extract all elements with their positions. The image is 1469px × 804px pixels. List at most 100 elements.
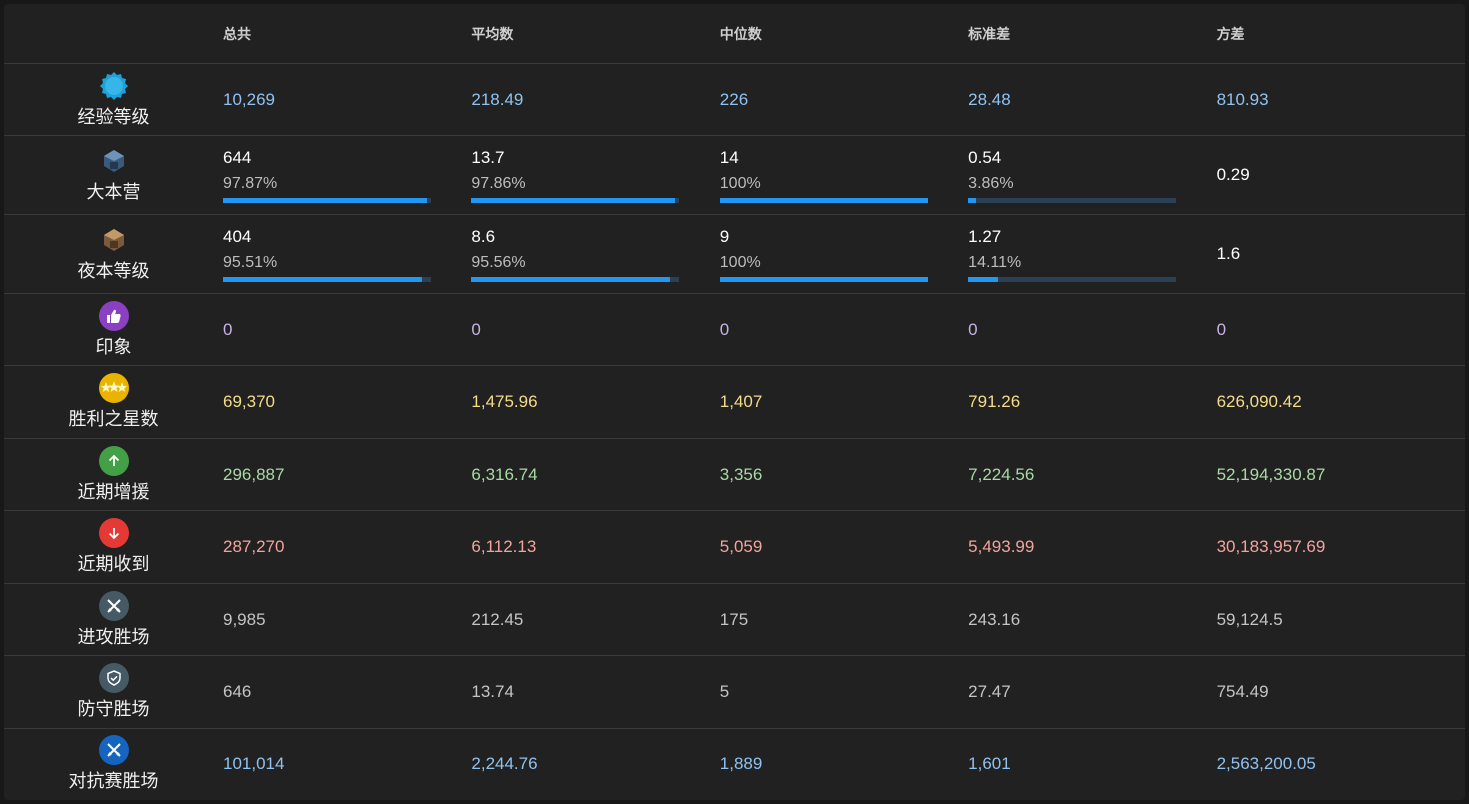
cell-value: 1,601	[968, 753, 1011, 773]
header-variance[interactable]: 方差	[1216, 4, 1465, 64]
cell-value: 404	[223, 226, 252, 246]
cell-median: 1,407	[719, 365, 969, 439]
cell-value: 0	[1216, 319, 1227, 339]
table-row: 胜利之星数 69,370 1,475.96 1,407 791.26 626,090.42	[4, 365, 1465, 439]
stats-panel: 总共 平均数 中位数 标准差 方差 经验等级 10,269 218.49 226 28.…	[4, 4, 1465, 800]
cell-value: 5,493.99	[968, 537, 1035, 556]
progress-bar-fill	[471, 276, 671, 282]
cell-value: 13.74	[471, 682, 514, 701]
row-label-cell: 胜利之星数	[4, 365, 223, 439]
cell-value: 218.49	[471, 89, 524, 109]
cell-percent: 95.56%	[471, 253, 526, 271]
progress-bar-fill	[719, 197, 928, 203]
cell-value: 0.54	[968, 147, 1002, 167]
cell-stddev: 243.16	[968, 583, 1217, 656]
row-label: 进攻胜场	[77, 626, 150, 647]
cell-stddev: 5,493.99	[968, 510, 1217, 584]
row-label-cell: 经验等级	[4, 63, 223, 136]
progress-bar-fill	[719, 276, 928, 282]
header-median[interactable]: 中位数	[719, 4, 969, 64]
cell-variance: 754.49	[1216, 655, 1465, 729]
table-row: 近期收到 287,270 6,112.13 5,059 5,493.99 30,183,9…	[4, 510, 1465, 584]
war-stars-icon	[98, 373, 129, 403]
header-total[interactable]: 总共	[223, 4, 472, 64]
table-row: 防守胜场 646 13.74 5 27.47 754.49	[4, 655, 1465, 729]
cell-value: 175	[719, 609, 749, 629]
cell-total: 101,014	[223, 729, 471, 799]
progress-bar	[968, 276, 1177, 282]
cell-stddev: 7,224.56	[968, 438, 1217, 511]
cell-median: 5,059	[719, 510, 969, 584]
versus-swords-icon	[98, 734, 129, 765]
cell-value: 243.16	[968, 609, 1021, 629]
cell-variance: 52,194,330.87	[1216, 438, 1465, 511]
table-row: 夜本等级 404 95.51% 8.6 95.56% 9 100% 1.27 14.11% 1.6	[4, 214, 1465, 294]
cell-value: 6,112.13	[471, 537, 537, 556]
header-stddev[interactable]: 标准差	[968, 4, 1217, 64]
town-hall-icon	[99, 146, 129, 176]
progress-bar-fill	[968, 276, 998, 282]
cell-median: 1,889	[720, 729, 968, 799]
cell-variance: 2,563,200.05	[1217, 729, 1465, 799]
cell-value: 791.26	[968, 392, 1021, 411]
cell-value: 2,244.76	[471, 753, 538, 773]
xp-badge-icon	[99, 71, 129, 101]
cell-stddev: 1.27 14.11%	[968, 214, 1217, 294]
cell-value: 7,224.56	[968, 464, 1035, 484]
crossed-swords-icon	[98, 590, 129, 621]
row-label: 夜本等级	[77, 261, 150, 281]
cell-percent: 3.86%	[968, 174, 1014, 192]
cell-value: 1,407	[719, 392, 763, 411]
cell-value: 626,090.42	[1216, 392, 1302, 411]
cell-median: 14 100%	[719, 135, 969, 215]
cell-value: 0	[471, 319, 481, 339]
cell-percent: 97.87%	[223, 174, 278, 192]
cell-value: 101,014	[223, 753, 285, 773]
stats-table: 总共 平均数 中位数 标准差 方差 经验等级 10,269 218.49 226 28.…	[4, 4, 1465, 799]
cell-median: 226	[719, 63, 969, 136]
row-label-cell: 对抗赛胜场	[4, 729, 223, 799]
cell-value: 226	[719, 89, 749, 109]
table-row: 近期增援 296,887 6,316.74 3,356 7,224.56 52,194,3…	[4, 438, 1465, 511]
cell-total: 404 95.51%	[223, 214, 472, 294]
cell-mean: 13.74	[471, 655, 720, 729]
cell-percent: 14.11%	[968, 253, 1022, 271]
cell-value: 646	[223, 682, 252, 701]
cell-total: 644 97.87%	[223, 135, 472, 215]
cell-value: 9,985	[223, 609, 266, 629]
progress-bar	[471, 197, 680, 203]
cell-mean: 6,316.74	[471, 438, 720, 511]
cell-value: 3,356	[719, 464, 763, 484]
cell-variance: 30,183,957.69	[1216, 510, 1465, 584]
row-label: 大本营	[86, 182, 141, 202]
cell-value: 5	[719, 682, 730, 701]
cell-variance: 810.93	[1216, 63, 1465, 136]
table-row: 印象 0 0 0 0 0	[4, 293, 1465, 366]
cell-value: 13.7	[471, 147, 505, 167]
cell-variance: 1.6	[1216, 214, 1465, 294]
cell-value: 754.49	[1216, 682, 1269, 701]
cell-value: 1.27	[968, 226, 1002, 246]
cell-median: 9 100%	[719, 214, 969, 294]
row-label-cell: 防守胜场	[4, 655, 223, 729]
progress-bar	[719, 276, 928, 282]
progress-bar-fill	[471, 197, 675, 203]
header-mean[interactable]: 平均数	[471, 4, 720, 64]
cell-value: 0	[223, 319, 233, 339]
progress-bar-fill	[968, 197, 977, 203]
cell-variance: 626,090.42	[1216, 365, 1465, 439]
cell-mean: 218.49	[471, 63, 720, 136]
progress-bar	[968, 197, 1177, 203]
cell-percent: 100%	[719, 253, 761, 271]
cell-total: 9,985	[223, 583, 472, 656]
progress-bar	[471, 276, 680, 282]
row-label-cell: 近期收到	[4, 510, 223, 584]
cell-variance: 59,124.5	[1216, 583, 1465, 656]
cell-median: 3,356	[719, 438, 969, 511]
cell-value: 8.6	[471, 226, 496, 246]
cell-stddev: 1,601	[968, 729, 1216, 799]
cell-value: 0	[968, 319, 978, 339]
progress-bar-fill	[223, 197, 427, 203]
row-label: 近期增援	[77, 481, 150, 502]
cell-value: 59,124.5	[1216, 609, 1283, 629]
